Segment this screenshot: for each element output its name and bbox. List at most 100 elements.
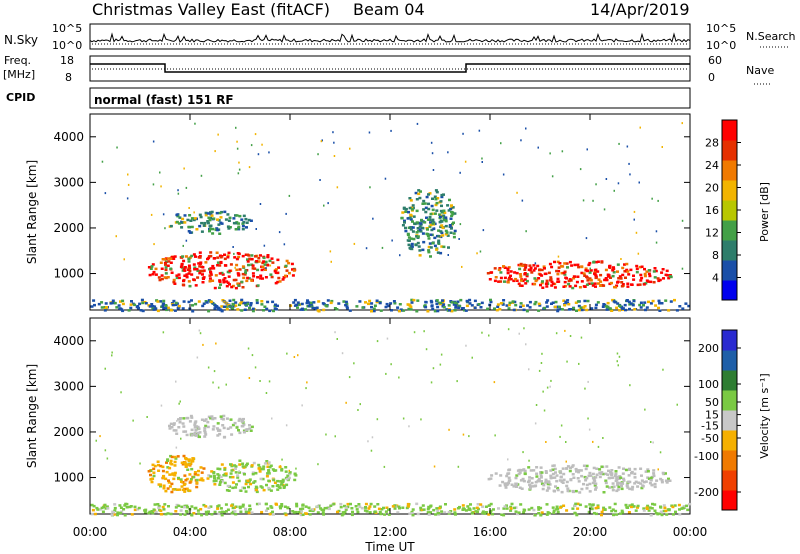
data-cell-0 [164,266,168,269]
data-cell-4 [255,502,259,506]
data-cell-1 [234,467,237,470]
data-cell-4 [299,513,303,517]
data-cell-0 [263,263,267,266]
data-cell-4 [387,508,390,511]
data-cell-3 [664,273,668,277]
data-cell-2 [429,233,433,236]
data-cell-4 [473,299,477,303]
data-cell-3 [532,469,536,472]
data-cell-4 [473,306,477,309]
data-speck [545,441,547,443]
data-cell-0 [183,463,187,466]
data-cell-4 [369,502,373,506]
data-cell-1 [249,219,253,222]
data-cell-4 [238,303,241,307]
data-cell-4 [415,310,419,313]
data-cell-4 [372,309,376,313]
data-speck [662,368,664,371]
data-cell-3 [616,481,620,485]
data-cell-4 [186,506,190,509]
data-cell-4 [594,303,598,307]
data-cell-4 [310,508,314,511]
data-cell-3 [602,491,606,494]
data-cell-4 [671,513,675,516]
data-cell-1 [251,471,255,474]
data-cell-3 [521,264,525,268]
data-cell-2 [450,210,453,214]
data-speck [681,267,684,270]
data-cell-3 [549,476,553,480]
data-cell-0 [199,466,203,469]
data-cell-3 [652,270,656,273]
data-speck [116,146,118,149]
data-cell-4 [466,300,469,303]
data-cell-0 [219,256,223,259]
data-cell-4 [143,511,147,514]
data-cell-4 [302,308,305,311]
data-cell-4 [241,505,245,508]
data-cell-2 [427,207,431,211]
data-cell-4 [115,306,119,309]
data-cell-2 [242,423,246,426]
data-cell-1 [257,467,261,470]
data-cell-4 [271,510,274,514]
data-cell-4 [177,504,181,508]
data-cell-2 [429,255,432,258]
data-cell-1 [241,224,245,228]
data-cell-3 [548,262,552,266]
data-speck [381,246,384,249]
data-cell-4 [378,301,382,305]
data-cell-4 [183,513,187,516]
data-cell-2 [440,231,444,235]
data-speck [278,231,281,234]
data-cell-3 [506,281,510,284]
data-cell-3 [610,281,613,285]
data-cell-1 [263,462,267,465]
data-speck [217,386,220,389]
data-cell-1 [236,474,240,477]
data-cell-0 [223,277,227,280]
data-cell-1 [236,476,240,479]
data-cell-3 [494,472,498,475]
data-speck [385,372,387,375]
data-cell-3 [555,479,559,483]
data-cell-3 [611,482,615,485]
data-cell-0 [237,255,241,259]
data-cell-4 [207,309,211,313]
data-cell-0 [242,276,246,280]
data-cell-3 [617,277,621,280]
data-cell-4 [162,302,166,305]
data-cell-1 [268,465,272,469]
data-cell-3 [556,272,560,276]
data-cell-4 [648,506,652,509]
data-cell-3 [568,285,572,288]
data-cell-2 [410,206,414,209]
data-cell-1 [175,220,179,224]
data-cell-2 [406,233,410,237]
data-cell-2 [421,227,425,230]
data-cell-0 [166,459,169,462]
data-cell-1 [286,474,290,477]
data-cell-0 [245,279,249,283]
data-cell-2 [434,197,438,201]
data-cell-3 [596,282,600,285]
data-cell-0 [271,261,275,264]
data-speck [376,418,379,421]
data-cell-4 [306,299,309,302]
data-cell-1 [267,461,271,464]
data-cell-3 [563,262,567,265]
data-cell-4 [552,511,556,514]
data-cell-3 [605,465,609,468]
data-speck [162,331,165,334]
data-cell-4 [500,513,504,516]
data-cell-4 [447,510,451,514]
data-cell-2 [237,429,240,432]
data-cell-4 [251,309,255,313]
data-speck [297,354,299,357]
data-cell-3 [540,480,543,483]
data-cell-0 [240,280,244,284]
data-cell-2 [429,223,433,227]
data-cell-3 [547,271,551,275]
data-cell-3 [594,276,598,280]
data-cell-4 [554,300,558,304]
